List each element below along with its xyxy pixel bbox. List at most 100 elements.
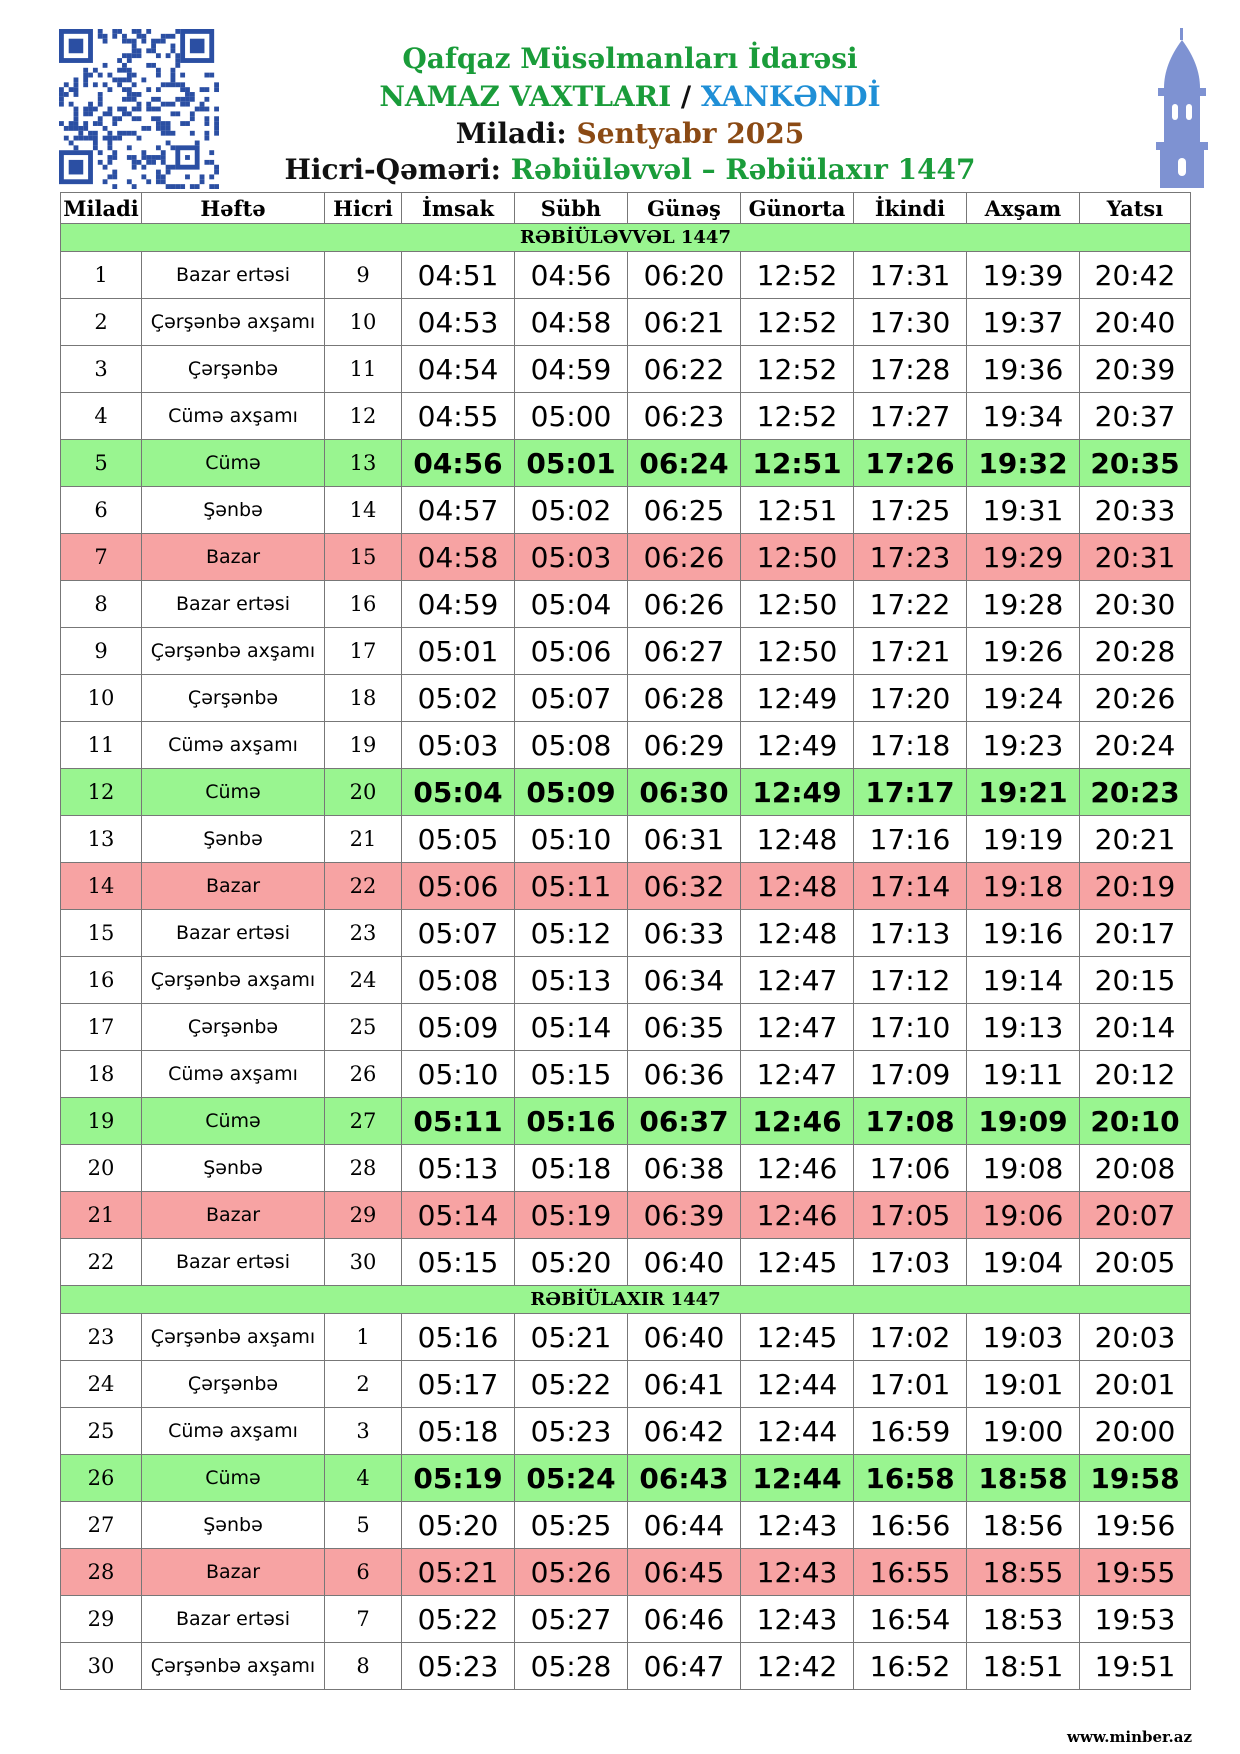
miladi-day: 25 [60, 1407, 142, 1455]
prayer-time: 20:35 [1079, 439, 1191, 487]
prayer-time: 06:43 [627, 1454, 741, 1502]
hicri-day: 22 [324, 862, 402, 910]
prayer-time: 05:07 [514, 674, 628, 722]
prayer-time: 17:13 [853, 909, 967, 957]
weekday: Bazar ertəsi [141, 1595, 325, 1643]
prayer-time: 05:04 [514, 580, 628, 628]
prayer-time: 18:56 [966, 1501, 1080, 1549]
prayer-time: 05:18 [401, 1407, 515, 1455]
qr-code [59, 29, 219, 189]
prayer-time: 19:11 [966, 1050, 1080, 1098]
prayer-time: 16:55 [853, 1548, 967, 1596]
prayer-time: 17:02 [853, 1313, 967, 1361]
prayer-time: 19:14 [966, 956, 1080, 1004]
prayer-time: 05:13 [514, 956, 628, 1004]
prayer-time: 06:22 [627, 345, 741, 393]
prayer-time: 12:52 [740, 251, 854, 299]
prayer-time: 05:25 [514, 1501, 628, 1549]
prayer-time: 16:58 [853, 1454, 967, 1502]
prayer-time: 19:18 [966, 862, 1080, 910]
miladi-day: 26 [60, 1454, 142, 1502]
prayer-time: 05:18 [514, 1144, 628, 1192]
title-line: NAMAZ VAXTLARI / XANKƏNDİ [230, 80, 1030, 113]
prayer-time: 04:53 [401, 298, 515, 346]
miladi-day: 6 [60, 486, 142, 534]
prayer-time: 19:32 [966, 439, 1080, 487]
day-row: 8 Bazar ertəsi 16 04:59 05:04 06:26 12:50 17:22… [60, 580, 1191, 628]
prayer-time: 06:25 [627, 486, 741, 534]
prayer-table: Miladi Həftə Hicri İmsak Sübh Günəş Günorta İki… [60, 192, 1191, 1690]
prayer-time: 20:26 [1079, 674, 1191, 722]
hicri-value: Rəbiüləvvəl – Rəbiülaxır 1447 [510, 153, 976, 186]
miladi-day: 23 [60, 1313, 142, 1361]
prayer-time: 04:54 [401, 345, 515, 393]
prayer-time: 17:30 [853, 298, 967, 346]
prayer-time: 05:07 [401, 909, 515, 957]
prayer-time: 17:22 [853, 580, 967, 628]
prayer-time: 19:24 [966, 674, 1080, 722]
hicri-day: 17 [324, 627, 402, 675]
column-header: Hicri [324, 192, 402, 224]
weekday: Bazar ertəsi [141, 580, 325, 628]
prayer-time: 06:31 [627, 815, 741, 863]
prayer-time: 19:53 [1079, 1595, 1191, 1643]
hicri-day: 9 [324, 251, 402, 299]
prayer-time: 17:03 [853, 1238, 967, 1286]
prayer-time: 19:21 [966, 768, 1080, 816]
prayer-time: 06:41 [627, 1360, 741, 1408]
day-row: 12 Cümə 20 05:04 05:09 06:30 12:49 17:17 19:21 20… [60, 768, 1191, 816]
prayer-time: 19:01 [966, 1360, 1080, 1408]
day-row: 5 Cümə 13 04:56 05:01 06:24 12:51 17:26 19:32 20:… [60, 439, 1191, 487]
prayer-time: 06:27 [627, 627, 741, 675]
prayer-time: 16:52 [853, 1642, 967, 1690]
prayer-time: 12:47 [740, 956, 854, 1004]
hicri-day: 23 [324, 909, 402, 957]
prayer-time: 17:26 [853, 439, 967, 487]
prayer-time: 19:23 [966, 721, 1080, 769]
day-row: 9 Çərşənbə axşamı 17 05:01 05:06 06:27 12:50 17… [60, 627, 1191, 675]
prayer-time: 05:22 [514, 1360, 628, 1408]
day-row: 17 Çərşənbə 25 05:09 05:14 06:35 12:47 17:10 19:… [60, 1003, 1191, 1051]
day-row: 21 Bazar 29 05:14 05:19 06:39 12:46 17:05 19:06 2… [60, 1191, 1191, 1239]
prayer-time: 06:29 [627, 721, 741, 769]
hicri-day: 27 [324, 1097, 402, 1145]
miladi-day: 10 [60, 674, 142, 722]
prayer-time: 12:46 [740, 1144, 854, 1192]
prayer-time: 19:04 [966, 1238, 1080, 1286]
prayer-time: 12:48 [740, 862, 854, 910]
hicri-line: Hicri-Qəməri: Rəbiüləvvəl – Rəbiülaxır 1… [230, 153, 1030, 186]
prayer-time: 06:20 [627, 251, 741, 299]
prayer-time: 17:31 [853, 251, 967, 299]
prayer-time: 06:34 [627, 956, 741, 1004]
prayer-time: 05:08 [514, 721, 628, 769]
day-row: 11 Cümə axşamı 19 05:03 05:08 06:29 12:49 17:18… [60, 721, 1191, 769]
prayer-time: 05:20 [514, 1238, 628, 1286]
prayer-time: 12:42 [740, 1642, 854, 1690]
prayer-time: 12:52 [740, 345, 854, 393]
weekday: Bazar ertəsi [141, 909, 325, 957]
miladi-value: Sentyabr 2025 [576, 117, 805, 150]
prayer-time: 12:44 [740, 1360, 854, 1408]
day-row: 7 Bazar 15 04:58 05:03 06:26 12:50 17:23 19:29 20… [60, 533, 1191, 581]
weekday: Bazar [141, 1191, 325, 1239]
prayer-time: 05:00 [514, 392, 628, 440]
title-separator: / [680, 80, 692, 113]
day-row: 19 Cümə 27 05:11 05:16 06:37 12:46 17:08 19:09 20… [60, 1097, 1191, 1145]
day-row: 27 Şənbə 5 05:20 05:25 06:44 12:43 16:56 18:56 19… [60, 1501, 1191, 1549]
prayer-time: 17:05 [853, 1191, 967, 1239]
prayer-time: 19:34 [966, 392, 1080, 440]
prayer-time: 16:54 [853, 1595, 967, 1643]
prayer-time: 06:28 [627, 674, 741, 722]
prayer-time: 06:30 [627, 768, 741, 816]
weekday: Cümə axşamı [141, 721, 325, 769]
prayer-time: 05:16 [401, 1313, 515, 1361]
prayer-time: 12:50 [740, 580, 854, 628]
day-row: 18 Cümə axşamı 26 05:10 05:15 06:36 12:47 17:09… [60, 1050, 1191, 1098]
prayer-time: 05:24 [514, 1454, 628, 1502]
prayer-time: 05:01 [401, 627, 515, 675]
day-row: 23 Çərşənbə axşamı 1 05:16 05:21 06:40 12:45 17… [60, 1313, 1191, 1361]
prayer-time: 04:58 [401, 533, 515, 581]
prayer-time: 05:10 [514, 815, 628, 863]
prayer-time: 17:08 [853, 1097, 967, 1145]
prayer-time: 06:44 [627, 1501, 741, 1549]
